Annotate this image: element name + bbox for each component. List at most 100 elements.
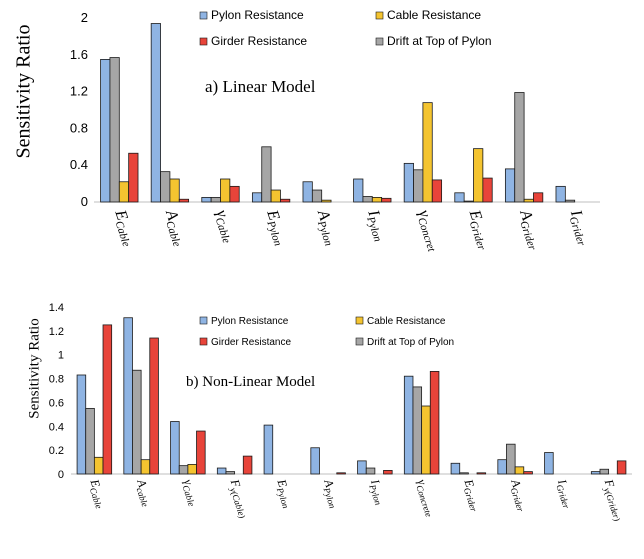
bar-girder-resistance xyxy=(178,198,190,203)
bar-girder-resistance xyxy=(102,324,113,475)
bar-drift-at-top-of-pylon xyxy=(85,407,95,475)
bar-drift-at-top-of-pylon xyxy=(459,472,469,475)
bar-pylon-resistance xyxy=(100,59,111,203)
bar-cable-resistance xyxy=(523,198,534,203)
chart-title: b) Non-Linear Model xyxy=(186,374,315,390)
bar-pylon-resistance xyxy=(201,196,212,203)
legend-entry: Girder Resistance xyxy=(211,34,307,48)
bar-cable-resistance xyxy=(514,466,525,475)
bar-drift-at-top-of-pylon xyxy=(178,465,189,475)
x-category-label: γCable xyxy=(211,208,239,245)
bar-cable-resistance xyxy=(270,189,281,203)
bar-pylon-resistance xyxy=(544,452,554,475)
legend-entry: Girder Resistance xyxy=(211,337,291,348)
y-tick-label: 1 xyxy=(58,350,64,362)
legend-swatch xyxy=(199,316,208,325)
bar-pylon-resistance xyxy=(76,374,87,475)
y-tick-label: 0.8 xyxy=(70,120,88,135)
bar-pylon-resistance xyxy=(251,192,263,203)
legend-entry: Pylon Resistance xyxy=(211,8,304,22)
bar-pylon-resistance xyxy=(403,375,414,475)
x-category-label: IPylon xyxy=(362,207,390,244)
y-tick-label: 1.4 xyxy=(49,302,64,314)
x-category-label: γConcret xyxy=(413,208,444,254)
x-category-label: APylon xyxy=(319,477,343,510)
bar-girder-resistance xyxy=(616,460,627,475)
bar-girder-resistance xyxy=(336,472,346,475)
legend-entry: Pylon Resistance xyxy=(211,316,289,327)
x-category-label: ACable xyxy=(160,207,190,248)
bar-pylon-resistance xyxy=(353,178,364,203)
bar-cable-resistance xyxy=(321,199,332,203)
bar-drift-at-top-of-pylon xyxy=(109,57,120,203)
bar-pylon-resistance xyxy=(150,23,161,203)
legend-swatch xyxy=(199,337,208,346)
bar-girder-resistance xyxy=(128,152,139,203)
y-tick-label: 0.6 xyxy=(49,397,64,409)
bar-drift-at-top-of-pylon xyxy=(225,471,236,475)
x-category-label: γConcrete xyxy=(413,478,440,519)
bar-girder-resistance xyxy=(196,430,206,475)
legend-swatch xyxy=(375,37,384,46)
bar-girder-resistance xyxy=(149,337,159,475)
bar-cable-resistance xyxy=(473,148,484,203)
x-category-label: IPylon xyxy=(366,477,389,507)
bar-pylon-resistance xyxy=(450,462,461,475)
bar-girder-resistance xyxy=(476,472,487,475)
bar-pylon-resistance xyxy=(403,162,414,203)
legend-swatch xyxy=(199,37,208,46)
x-category-label: AGrider xyxy=(506,477,532,514)
bar-pylon-resistance xyxy=(454,192,465,203)
x-category-label: AGrider xyxy=(514,207,545,252)
bar-drift-at-top-of-pylon xyxy=(506,443,516,475)
y-tick-label: 0 xyxy=(81,194,88,209)
legend-entry: Cable Resistance xyxy=(367,316,446,327)
bar-drift-at-top-of-pylon xyxy=(463,200,474,203)
bar-girder-resistance xyxy=(431,179,443,203)
bar-drift-at-top-of-pylon xyxy=(261,146,272,203)
legend-swatch xyxy=(199,11,208,20)
legend-swatch xyxy=(355,337,364,346)
y-tick-label: 1.2 xyxy=(70,84,88,99)
y-tick-label: 0.8 xyxy=(49,374,64,386)
y-tick-label: 1.6 xyxy=(70,47,88,62)
bar-girder-resistance xyxy=(533,192,544,203)
chart-title: a) Linear Model xyxy=(205,77,316,96)
bar-pylon-resistance xyxy=(357,460,367,475)
y-tick-label: 2 xyxy=(81,10,88,25)
bar-drift-at-top-of-pylon xyxy=(514,92,525,203)
bar-girder-resistance xyxy=(280,198,291,203)
bar-drift-at-top-of-pylon xyxy=(413,169,424,203)
bar-cable-resistance xyxy=(140,459,151,475)
bar-cable-resistance xyxy=(169,178,180,203)
bar-girder-resistance xyxy=(429,371,440,475)
bar-drift-at-top-of-pylon xyxy=(599,468,610,475)
bar-pylon-resistance xyxy=(497,459,507,475)
bar-pylon-resistance xyxy=(263,424,274,475)
x-category-label: APylon xyxy=(312,207,341,248)
x-category-label: Acable xyxy=(132,477,156,508)
bar-drift-at-top-of-pylon xyxy=(311,189,323,203)
legend-entry: Cable Resistance xyxy=(387,8,481,22)
y-tick-label: 0.4 xyxy=(49,421,64,433)
x-category-label: IGrider xyxy=(565,207,595,248)
legend-entry: Drift at Top of Pylon xyxy=(367,337,454,348)
bar-drift-at-top-of-pylon xyxy=(362,196,373,203)
bar-pylon-resistance xyxy=(555,185,566,203)
bar-cable-resistance xyxy=(93,456,104,475)
x-category-label: ECable xyxy=(85,477,109,510)
bar-drift-at-top-of-pylon xyxy=(132,369,142,475)
bar-cable-resistance xyxy=(421,405,431,475)
y-tick-label: 1.2 xyxy=(49,326,64,338)
bar-girder-resistance xyxy=(229,185,240,203)
legend-swatch xyxy=(375,11,384,20)
x-category-label: Fy(Grider) xyxy=(600,477,628,523)
bar-cable-resistance xyxy=(118,181,130,203)
bar-girder-resistance xyxy=(523,471,533,475)
x-category-label: EPylon xyxy=(272,477,296,510)
bar-drift-at-top-of-pylon xyxy=(210,196,221,203)
chart-b-ylabel: Sensitivity Ratio xyxy=(26,318,43,419)
bar-drift-at-top-of-pylon xyxy=(160,171,171,203)
